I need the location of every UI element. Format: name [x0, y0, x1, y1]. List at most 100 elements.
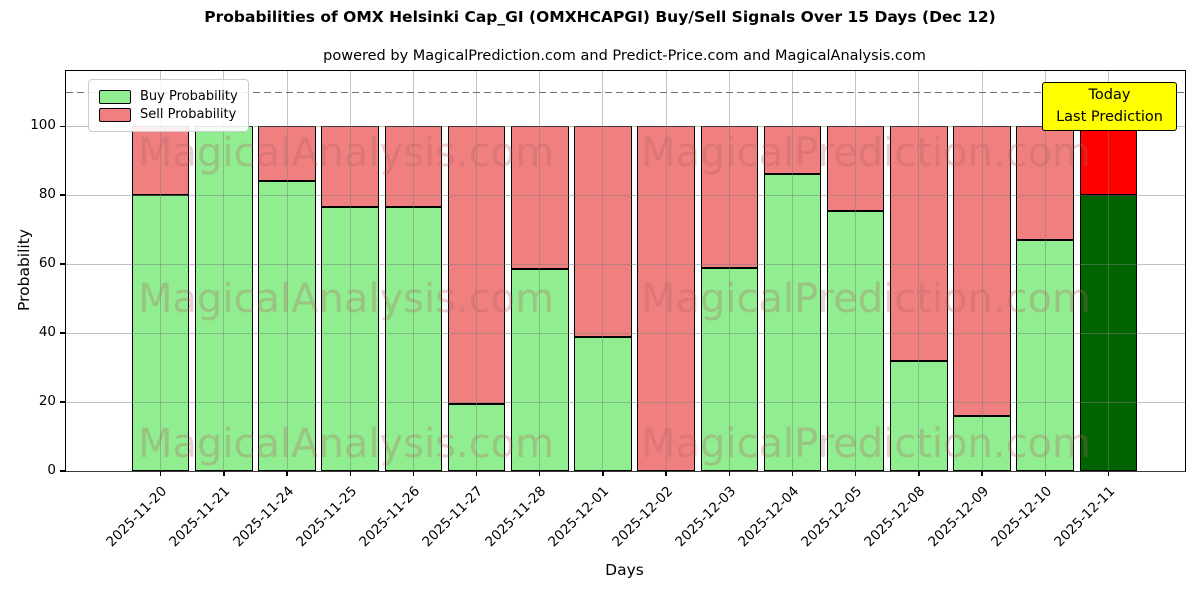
buy-bar	[384, 207, 443, 471]
x-gridline	[160, 71, 162, 471]
watermark-text: MagicalAnalysis.com	[137, 130, 555, 176]
watermark-text: MagicalAnalysis.com	[137, 421, 555, 467]
sell-bar	[447, 126, 506, 404]
y-gridline	[66, 194, 1185, 196]
x-tick	[286, 471, 288, 476]
x-gridline	[412, 71, 414, 471]
legend-row-buy: Buy Probability	[99, 89, 238, 104]
axis-layer: 2025-11-20 2025-11-21 2025-11-24 2025-11-25…	[30, 71, 1185, 550]
x-gridline	[665, 71, 667, 471]
sell-bar	[826, 126, 885, 211]
x-gridline	[1107, 71, 1109, 471]
watermark-text: MagicalPrediction.com	[641, 130, 1091, 176]
sell-bar	[511, 126, 569, 270]
buy-bar	[1016, 239, 1074, 471]
sell-bar	[1016, 126, 1074, 240]
x-tick	[602, 471, 604, 476]
x-tick	[728, 471, 730, 476]
x-gridline	[476, 71, 478, 471]
watermark-text: MagicalPrediction.com	[641, 421, 1091, 467]
buy-bar	[574, 336, 632, 471]
y-gridline	[66, 332, 1185, 334]
sell-bar	[321, 126, 379, 208]
x-tick	[1044, 471, 1046, 476]
bars-layer	[66, 71, 1185, 471]
today-annotation-line2: Last Prediction	[1056, 108, 1163, 125]
x-tick	[1107, 471, 1110, 476]
buy-bar	[511, 269, 569, 471]
sell-bar	[1079, 126, 1138, 196]
legend: Buy Probability Sell Probability	[88, 79, 249, 132]
x-tick	[539, 471, 541, 476]
chart-subtitle: powered by MagicalPrediction.com and Pre…	[323, 48, 926, 64]
sell-bar	[637, 126, 695, 471]
sell-bar	[763, 126, 822, 175]
x-tick	[665, 471, 667, 476]
sell-bar	[700, 126, 759, 268]
x-tick	[791, 471, 794, 476]
today-annotation-line1: Today	[1088, 86, 1131, 103]
buy-bar	[700, 267, 759, 471]
legend-label-sell: Sell Probability	[140, 107, 237, 122]
x-gridline	[286, 71, 288, 471]
legend-label-buy: Buy Probability	[140, 89, 238, 104]
x-tick	[475, 471, 478, 476]
y-tick	[60, 332, 66, 334]
x-tick	[412, 471, 415, 476]
y-tick	[60, 401, 66, 403]
x-tick-label: 2025-12-11	[1051, 483, 1119, 551]
y-tick	[60, 194, 66, 196]
buy-bar	[447, 403, 506, 471]
x-gridline	[602, 71, 604, 471]
chart-title: Probabilities of OMX Helsinki Cap_GI (OM…	[204, 8, 996, 26]
x-axis-label: Days	[605, 561, 644, 579]
x-tick	[855, 471, 857, 476]
sell-bar	[384, 126, 443, 208]
watermark-text: MagicalPrediction.com	[641, 276, 1091, 322]
x-gridline	[728, 71, 730, 471]
sell-bar	[890, 126, 948, 361]
sell-bar	[131, 126, 190, 196]
y-tick-label: 80	[38, 186, 56, 203]
buy-bar	[826, 210, 885, 471]
buy-bar	[258, 181, 316, 471]
buy-bar	[195, 126, 253, 471]
buy-bar	[321, 207, 379, 471]
y-tick-label: 60	[38, 255, 56, 272]
sell-bar	[574, 126, 632, 337]
y-tick-label: 100	[30, 117, 56, 134]
x-gridline	[918, 71, 920, 471]
legend-row-sell: Sell Probability	[99, 107, 238, 122]
y-tick-label: 20	[38, 393, 56, 410]
y-gridline	[66, 470, 1185, 472]
x-tick	[918, 471, 920, 476]
x-tick	[349, 471, 351, 476]
x-gridline	[349, 71, 351, 471]
sell-swatch	[99, 107, 131, 122]
buy-bar	[763, 174, 822, 471]
y-gridline	[66, 263, 1185, 265]
buy-bar	[890, 360, 948, 471]
y-tick	[60, 263, 66, 265]
y-tick-label: 0	[47, 462, 56, 478]
x-gridline	[981, 71, 983, 471]
y-gridline	[66, 401, 1185, 403]
x-tick	[223, 471, 225, 476]
plot-area: MagicalAnalysis.com MagicalPrediction.com…	[30, 70, 1186, 550]
x-gridline	[792, 71, 793, 471]
buy-bar	[131, 195, 190, 471]
threshold-dashed-line	[66, 91, 1185, 94]
y-gridline	[66, 125, 1185, 127]
x-gridline	[539, 71, 541, 471]
x-tick	[981, 471, 983, 476]
y-tick-label: 40	[38, 324, 56, 341]
x-tick	[160, 471, 162, 476]
sell-bar	[953, 126, 1011, 416]
y-tick	[60, 470, 66, 472]
buy-bar	[953, 415, 1011, 471]
watermark-layer: MagicalAnalysis.com MagicalPrediction.com…	[66, 71, 1185, 471]
x-gridline	[855, 71, 857, 471]
x-gridline	[1044, 71, 1046, 471]
watermark-text: MagicalAnalysis.com	[137, 276, 555, 322]
